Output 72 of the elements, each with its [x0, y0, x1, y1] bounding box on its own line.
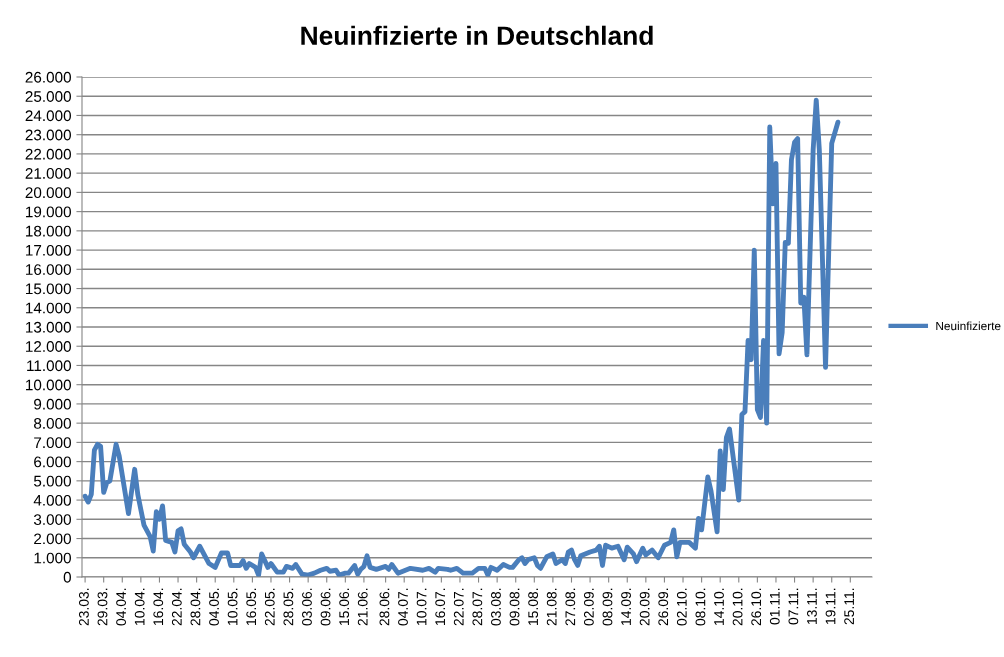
y-tick-label: 23.000: [25, 129, 71, 141]
x-tick-label: 10.05.: [227, 588, 238, 625]
y-tick-label: 11.000: [27, 360, 71, 372]
x-tick-label: 23.03.: [78, 588, 89, 626]
y-tick-label: 12.000: [26, 341, 71, 352]
y-tick-label: 16.000: [26, 264, 71, 275]
x-tick-label: 25.11.: [844, 588, 855, 625]
x-tick-label: 21.06.: [357, 588, 368, 626]
y-tick-label: 26.000: [25, 71, 71, 83]
x-tick-label: 21.08.: [546, 588, 557, 626]
y-tick-label: 22.000: [25, 148, 71, 160]
y-tick-label: 20.000: [25, 187, 71, 199]
y-tick-label: 25.000: [25, 91, 71, 102]
x-tick-label: 28.06.: [379, 588, 390, 626]
x-tick-label: 16.04.: [153, 588, 164, 625]
y-tick-label: 4.000: [33, 494, 71, 506]
x-tick-label: 20.09.: [639, 588, 650, 626]
x-tick-label: 14.10.: [714, 588, 724, 625]
x-tick-label: 08.10.: [695, 588, 706, 626]
x-tick-label: 16.07.: [435, 588, 446, 625]
x-tick-label: 20.10.: [732, 588, 743, 626]
y-tick-label: 24.000: [25, 110, 71, 122]
x-tick-label: 03.06.: [302, 588, 312, 626]
x-tick-label: 14.09.: [621, 588, 631, 625]
y-tick-label: 6.000: [34, 456, 71, 468]
y-tick-label: 9.000: [34, 398, 71, 410]
x-tick-label: 09.08.: [509, 588, 520, 626]
y-tick-label: 15.000: [26, 283, 71, 295]
x-tick-label: 04.05.: [209, 588, 219, 626]
x-tick-label: 22.05.: [264, 588, 275, 626]
x-tick-label: 01.11.: [769, 588, 780, 625]
x-tick-label: 28.07.: [472, 588, 483, 626]
x-tick-label: 22.07.: [453, 588, 464, 626]
y-tick-label: 8.000: [34, 418, 71, 429]
chart-title: Neuinfizierte in Deutschland: [301, 25, 653, 46]
y-tick-label: 13.000: [26, 321, 71, 333]
x-tick-label: 09.06.: [320, 588, 331, 626]
x-tick-label: 03.08.: [491, 588, 501, 626]
x-tick-label: 22.04.: [171, 588, 182, 626]
line-series: [82, 97, 841, 577]
y-tick-label: 18.000: [26, 225, 71, 237]
x-tick-label: 13.11.: [807, 588, 817, 624]
x-tick-label: 28.04.: [190, 588, 201, 626]
y-tick-label: 17.000: [26, 244, 71, 256]
x-tick-label: 08.09.: [602, 588, 613, 626]
y-tick-label: 0: [63, 571, 71, 583]
y-tick-label: 14.000: [26, 302, 71, 314]
x-tick-label: 02.10.: [676, 588, 687, 626]
y-tick-label: 5.000: [33, 475, 71, 487]
y-tick-label: 19.000: [26, 206, 71, 218]
x-tick-label: 16.05.: [246, 588, 257, 625]
y-tick-label: 10.000: [26, 379, 71, 391]
x-tick-label: 27.08.: [565, 588, 576, 626]
x-tick-label: 04.04.: [116, 588, 126, 626]
y-tick-label: 2.000: [34, 533, 71, 545]
y-tick-label: 3.000: [33, 514, 71, 525]
x-tick-label: 10.07.: [416, 588, 427, 625]
y-tick-label: 21.000: [25, 168, 71, 179]
x-tick-label: 10.04.: [134, 588, 145, 625]
x-tick-label: 29.03.: [97, 588, 108, 626]
x-tick-label: 28.05.: [283, 588, 294, 626]
x-tick-label: 19.11.: [825, 588, 836, 624]
y-tick-label: 7.000: [34, 437, 71, 449]
x-tick-label: 26.10.: [751, 588, 762, 626]
x-tick-label: 15.08.: [528, 588, 539, 625]
x-tick-label: 15.06.: [339, 588, 350, 625]
legend-label: Neuinfizierte: [936, 321, 1001, 331]
y-tick-label: 1.000: [34, 552, 71, 564]
x-tick-label: 07.11.: [788, 588, 799, 625]
x-tick-label: 02.09.: [583, 588, 594, 626]
x-tick-label: 26.09.: [658, 588, 669, 626]
x-tick-label: 04.07.: [398, 588, 408, 626]
